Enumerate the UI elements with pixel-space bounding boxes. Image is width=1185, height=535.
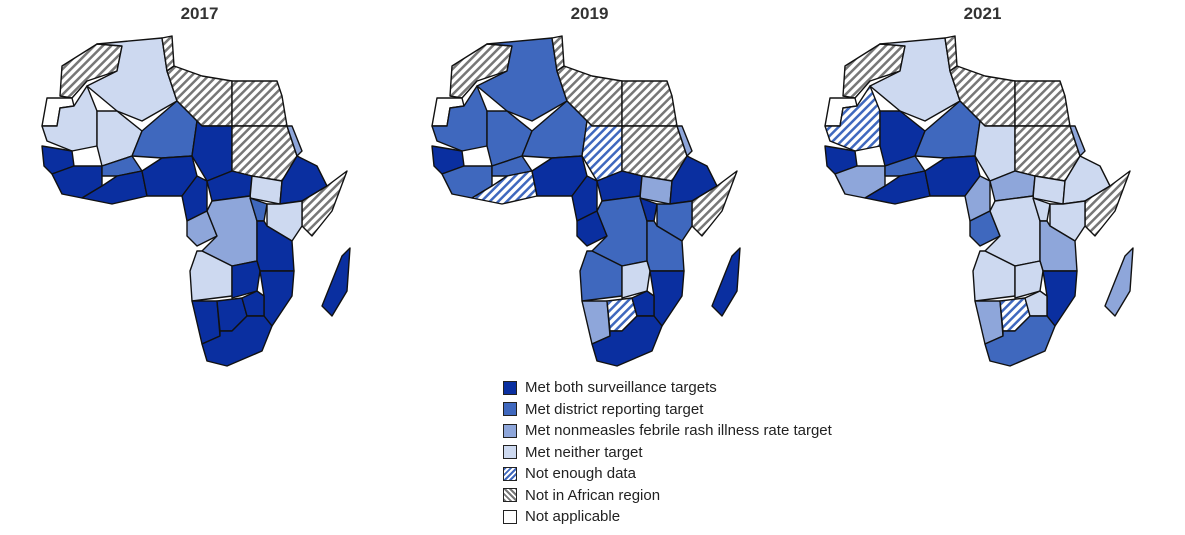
legend-item-not-in-region: Not in African region (503, 485, 832, 507)
swatch-neither (503, 445, 517, 460)
swatch-rash (503, 423, 517, 438)
swatch-not-in-region (503, 488, 517, 503)
africa-map-2021 (824, 35, 1134, 367)
map-panel-2017: 2017 (2, 0, 397, 370)
map-panel-2019: 2019 (392, 0, 787, 370)
legend-label: Met neither target (525, 443, 643, 461)
swatch-not-applicable (503, 509, 517, 524)
legend-label: Not in African region (525, 486, 661, 504)
swatch-district (503, 402, 517, 417)
panel-title: 2021 (963, 4, 1002, 23)
africa-map-2019 (431, 35, 741, 367)
legend-label: Met nonmeasles febrile rash illness rate… (525, 422, 832, 440)
legend-item-rash: Met nonmeasles febrile rash illness rate… (503, 420, 832, 442)
legend-item-both: Met both surveillance targets (503, 377, 832, 399)
legend-label: Not enough data (525, 465, 636, 483)
map-legend: Met both surveillance targets Met distri… (503, 377, 832, 528)
legend-label: Met both surveillance targets (525, 379, 717, 397)
panel-title: 2017 (180, 4, 219, 23)
panel-title: 2019 (570, 4, 609, 23)
legend-item-not-enough-data: Not enough data (503, 463, 832, 485)
legend-item-neither: Met neither target (503, 442, 832, 464)
legend-label: Not applicable (525, 508, 621, 526)
swatch-not-enough-data (503, 466, 517, 481)
swatch-both (503, 380, 517, 395)
legend-item-district: Met district reporting target (503, 399, 832, 421)
legend-item-not-applicable: Not applicable (503, 506, 832, 528)
africa-map-2017 (41, 35, 351, 367)
legend-label: Met district reporting target (525, 400, 704, 418)
map-panel-2021: 2021 (785, 0, 1180, 370)
